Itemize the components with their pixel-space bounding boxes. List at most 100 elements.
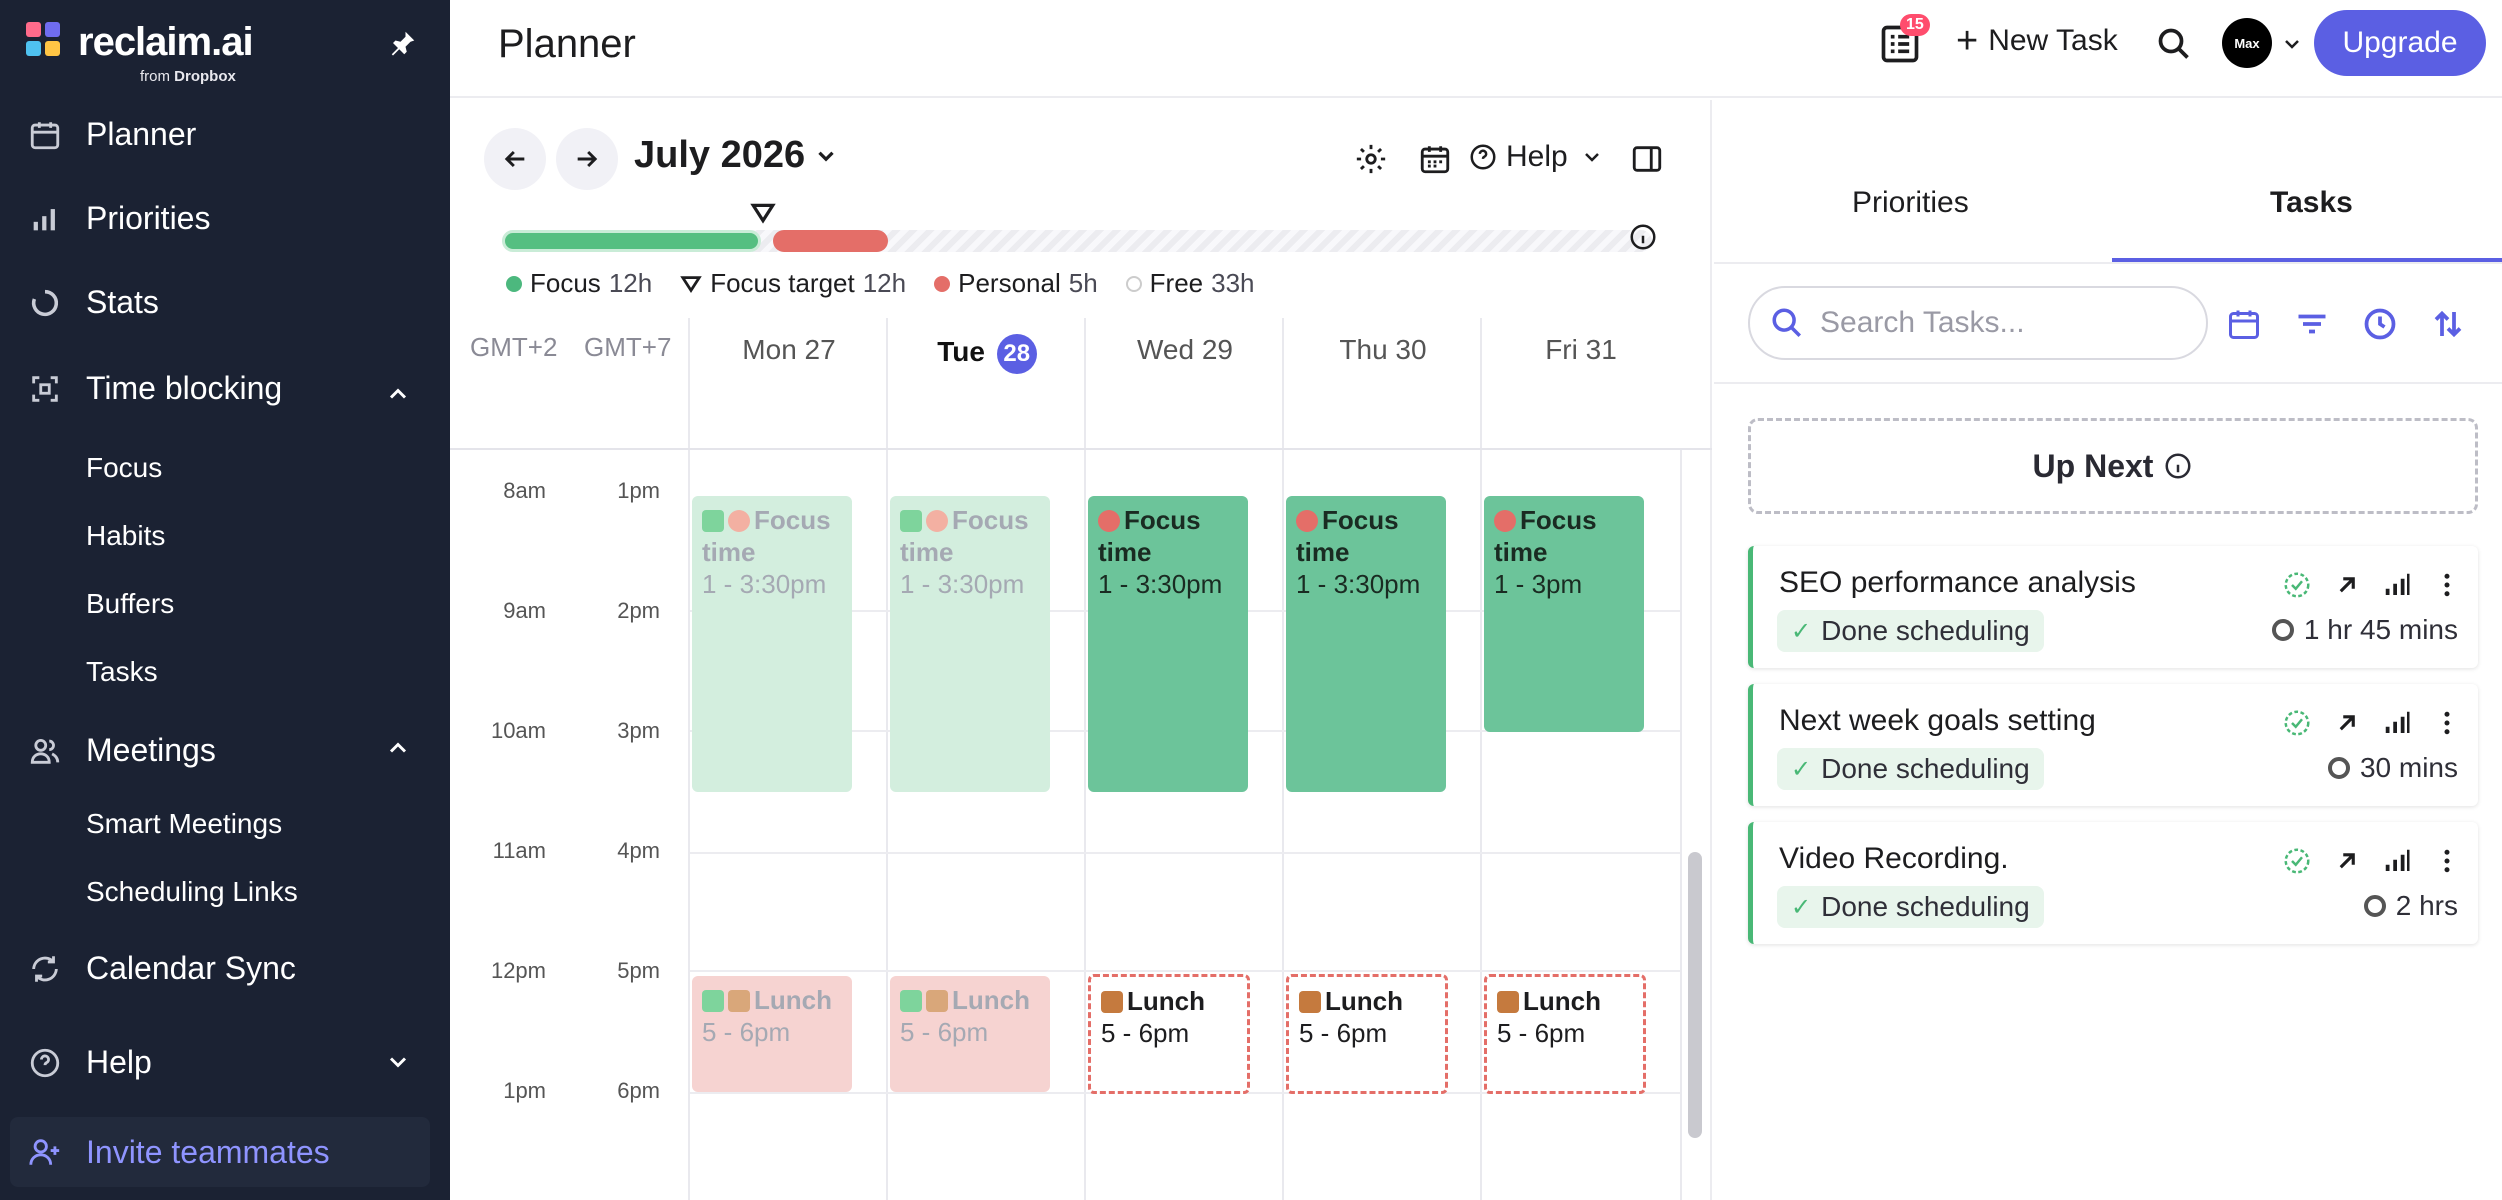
task-actions xyxy=(2282,846,2462,876)
check-circle-icon[interactable] xyxy=(2282,846,2312,876)
brand-name: reclaim.ai xyxy=(78,20,254,64)
chevron-down-icon[interactable] xyxy=(2280,32,2304,56)
check-icon: ✓ xyxy=(1791,617,1812,645)
day-header-wed[interactable]: Wed 29 xyxy=(1137,334,1233,365)
sidebar-item-time-blocking[interactable]: Time blocking xyxy=(28,370,282,407)
task-card[interactable]: SEO performance analysis ✓ Done schedulin… xyxy=(1748,546,2478,668)
lunch-event-mon[interactable]: Lunch 5 - 6pm xyxy=(692,976,852,1092)
lunch-event-fri[interactable]: Lunch 5 - 6pm xyxy=(1484,974,1646,1094)
focus-event-fri[interactable]: Focus time 1 - 3pm xyxy=(1484,496,1644,732)
previous-week-button[interactable] xyxy=(484,128,546,190)
hour-label: 11am xyxy=(492,838,546,863)
timezone-label-primary[interactable]: GMT+2 xyxy=(470,332,558,362)
help-dropdown[interactable]: Help xyxy=(1468,140,1604,174)
tab-tasks[interactable]: Tasks xyxy=(2270,186,2353,219)
task-card[interactable]: Next week goals setting ✓ Done scheduling… xyxy=(1748,684,2478,806)
open-external-icon[interactable] xyxy=(2332,846,2362,876)
bento-icon xyxy=(728,990,750,1012)
invite-label: Invite teammates xyxy=(86,1133,330,1170)
up-next-label: Up Next xyxy=(2032,447,2154,484)
sidebar-item-stats[interactable]: Stats xyxy=(28,284,159,321)
pin-icon[interactable] xyxy=(388,28,418,58)
chevron-down-icon xyxy=(1584,153,1599,162)
reclaim-logo[interactable]: reclaim.ai xyxy=(26,20,254,64)
day-header-thu[interactable]: Thu 30 xyxy=(1339,334,1427,365)
sidebar-item-calendar-sync[interactable]: Calendar Sync xyxy=(28,950,296,987)
day-divider xyxy=(1480,318,1482,1200)
open-external-icon[interactable] xyxy=(2332,570,2362,600)
more-vertical-icon[interactable] xyxy=(2432,708,2462,738)
check-circle-icon[interactable] xyxy=(2282,708,2312,738)
target-icon xyxy=(1296,510,1318,532)
info-icon[interactable] xyxy=(1628,222,1658,252)
more-vertical-icon[interactable] xyxy=(2432,846,2462,876)
focus-event-wed[interactable]: Focus time 1 - 3:30pm xyxy=(1088,496,1248,792)
calendar-scrollbar[interactable] xyxy=(1688,852,1702,1138)
more-vertical-icon[interactable] xyxy=(2432,570,2462,600)
sidebar-item-priorities[interactable]: Priorities xyxy=(28,200,210,237)
day-header-mon[interactable]: Mon 27 xyxy=(742,334,836,365)
chevron-up-icon[interactable] xyxy=(384,380,412,408)
settings-gear-icon[interactable] xyxy=(1354,142,1388,176)
day-divider xyxy=(1680,450,1682,1200)
search-icon[interactable] xyxy=(2156,26,2192,62)
task-actions xyxy=(2282,570,2462,600)
hour-label: 2pm xyxy=(617,598,660,623)
invite-teammates-button[interactable]: Invite teammates xyxy=(10,1117,430,1187)
task-search[interactable] xyxy=(1748,286,2208,360)
sidebar-sub-smart-meetings[interactable]: Smart Meetings xyxy=(86,808,283,839)
check-circle-icon[interactable] xyxy=(2282,570,2312,600)
focus-event-tue[interactable]: Focus time 1 - 3:30pm xyxy=(890,496,1050,792)
lunch-event-tue[interactable]: Lunch 5 - 6pm xyxy=(890,976,1050,1092)
tab-priorities[interactable]: Priorities xyxy=(1852,186,1969,219)
tab-divider xyxy=(1714,262,2502,264)
month-label: July 2026 xyxy=(634,134,806,176)
progress-ring-icon xyxy=(2327,757,2350,779)
day-header-fri[interactable]: Fri 31 xyxy=(1545,334,1617,365)
priority-bars-icon[interactable] xyxy=(2382,708,2412,738)
task-title: SEO performance analysis xyxy=(1779,566,2136,599)
arrow-right-icon xyxy=(577,150,598,168)
chevron-down-icon[interactable] xyxy=(384,1048,412,1076)
search-tasks-input[interactable] xyxy=(1820,306,2200,340)
sidebar-sub-focus[interactable]: Focus xyxy=(86,452,163,483)
task-card[interactable]: Video Recording. ✓ Done scheduling 2 hrs xyxy=(1748,822,2478,944)
calendar-view-icon[interactable] xyxy=(1418,142,1452,176)
time-blocking-icon xyxy=(32,375,58,402)
chevron-up-icon[interactable] xyxy=(384,734,412,762)
next-week-button[interactable] xyxy=(556,128,618,190)
calendar-filter-icon[interactable] xyxy=(2226,306,2262,342)
avatar[interactable]: Max xyxy=(2222,18,2272,68)
sidebar-sub-buffers[interactable]: Buffers xyxy=(86,588,175,619)
focus-event-thu[interactable]: Focus time 1 - 3:30pm xyxy=(1286,496,1446,792)
open-external-icon[interactable] xyxy=(2332,708,2362,738)
sort-icon[interactable] xyxy=(2430,306,2466,342)
check-box-icon xyxy=(900,510,922,532)
upgrade-button[interactable]: Upgrade xyxy=(2314,10,2486,76)
stats-ring-icon xyxy=(31,289,59,316)
new-task-button[interactable]: + New Task xyxy=(1956,22,2118,60)
lunch-event-thu[interactable]: Lunch 5 - 6pm xyxy=(1286,974,1448,1094)
priority-bars-icon[interactable] xyxy=(2382,846,2412,876)
month-selector[interactable]: July 2026 xyxy=(634,134,839,177)
sidebar-item-planner[interactable]: Planner xyxy=(28,116,196,153)
up-next-dropzone[interactable]: Up Next xyxy=(1748,418,2478,514)
toggle-sidebar-panel-icon[interactable] xyxy=(1630,142,1664,176)
sidebar-sub-tasks[interactable]: Tasks xyxy=(86,656,158,687)
focus-event-mon[interactable]: Focus time 1 - 3:30pm xyxy=(692,496,852,792)
focus-dot-icon xyxy=(506,275,522,292)
sidebar-sub-scheduling-links[interactable]: Scheduling Links xyxy=(86,876,298,907)
clock-icon[interactable] xyxy=(2362,306,2398,342)
sidebar-item-help[interactable]: Help xyxy=(28,1044,152,1081)
priority-bars-icon[interactable] xyxy=(2382,570,2412,600)
day-header-tue[interactable]: Tue 28 xyxy=(888,334,1086,374)
lunch-event-wed[interactable]: Lunch 5 - 6pm xyxy=(1088,974,1250,1094)
focus-target-marker-icon xyxy=(750,203,776,224)
sidebar-item-meetings[interactable]: Meetings xyxy=(28,732,216,769)
add-user-icon xyxy=(29,1139,60,1165)
sidebar-sub-habits[interactable]: Habits xyxy=(86,520,166,551)
info-icon[interactable] xyxy=(2163,451,2193,481)
sidebar-item-label: Help xyxy=(86,1044,152,1080)
filter-icon[interactable] xyxy=(2294,306,2330,342)
timezone-label-secondary[interactable]: GMT+7 xyxy=(584,332,672,362)
